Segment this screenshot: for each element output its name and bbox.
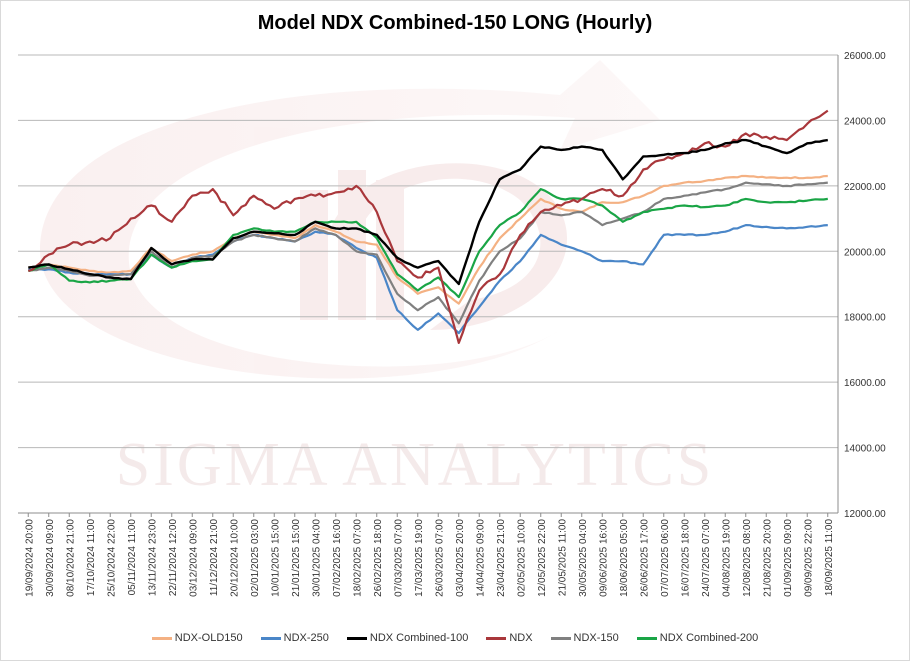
legend-item: NDX-OLD150: [151, 632, 243, 644]
x-tick-label: 23/04/2025 21:00: [496, 519, 507, 597]
legend-swatch: [346, 636, 367, 640]
y-tick-label: 14000.00: [844, 444, 886, 455]
series-line-ndx: [27, 109, 829, 344]
x-tick-label: 01/09/2025 09:00: [783, 519, 794, 597]
x-tick-label: 22/11/2024 12:00: [168, 519, 179, 597]
legend-swatch: [550, 636, 571, 640]
x-tick-label: 25/10/2024 22:00: [106, 519, 117, 597]
x-tick-label: 07/07/2025 06:00: [660, 519, 671, 597]
x-tick-label: 17/03/2025 19:00: [414, 519, 425, 597]
chart-legend: NDX-OLD150 NDX-250 NDX Combined-100 NDX NDX-…: [0, 632, 910, 644]
x-tick-label: 09/06/2025 16:00: [598, 519, 609, 597]
legend-item: NDX-250: [260, 632, 329, 644]
legend-item: NDX Combined-100: [346, 632, 469, 644]
x-tick-label: 16/07/2025 18:00: [680, 519, 691, 597]
x-tick-label: 13/11/2024 23:00: [147, 519, 158, 597]
y-tick-label: 12000.00: [844, 509, 886, 520]
legend-label: NDX-OLD150: [174, 632, 243, 644]
x-tick-label: 17/10/2024 11:00: [86, 519, 97, 597]
x-axis: 19/09/2024 20:00 30/09/2024 09:00 08/10/20…: [24, 513, 835, 597]
x-tick-label: 21/08/2025 20:00: [762, 519, 773, 597]
legend-swatch: [636, 636, 657, 640]
chart-title: Model NDX Combined-150 LONG (Hourly): [257, 12, 653, 34]
x-tick-label: 03/12/2024 09:00: [188, 519, 199, 597]
x-tick-label: 07/03/2025 07:00: [393, 519, 404, 597]
y-axis: 26000.00 24000.00 22000.00 20000.00 18000.00…: [18, 51, 886, 520]
legend-swatch: [486, 636, 507, 640]
y-tick-label: 20000.00: [844, 247, 886, 258]
x-tick-label: 24/07/2025 07:00: [701, 519, 712, 597]
legend-label: NDX-250: [283, 632, 329, 644]
y-tick-label: 26000.00: [844, 51, 886, 62]
x-tick-label: 21/05/2025 11:00: [557, 519, 568, 597]
y-tick-label: 18000.00: [844, 313, 886, 324]
x-tick-label: 05/11/2024 11:00: [127, 519, 138, 596]
x-tick-label: 09/09/2025 22:00: [803, 519, 814, 597]
grid-lines: [18, 54, 838, 514]
x-tick-label: 30/01/2025 04:00: [311, 519, 322, 597]
series-line-ndx-combined-200: [28, 188, 828, 299]
legend-label: NDX Combined-200: [659, 632, 759, 644]
x-tick-label: 07/02/2025 16:00: [332, 519, 343, 597]
x-tick-label: 08/10/2024 21:00: [65, 519, 76, 597]
x-tick-label: 26/03/2025 07:00: [434, 519, 445, 597]
x-tick-label: 18/06/2025 05:00: [619, 519, 630, 597]
y-tick-label: 22000.00: [844, 182, 886, 193]
x-tick-label: 18/09/2025 11:00: [824, 519, 835, 597]
watermark-text: SIGMA ANALYTICS: [116, 431, 715, 499]
legend-item: NDX-150: [550, 632, 619, 644]
x-tick-label: 12/05/2025 22:00: [537, 519, 548, 597]
watermark-logo: SIGMA ANALYTICS: [40, 60, 715, 499]
x-tick-label: 26/06/2025 17:00: [639, 519, 650, 597]
x-tick-label: 10/01/2025 15:00: [270, 519, 281, 597]
y-tick-label: 24000.00: [844, 116, 886, 127]
legend-swatch: [260, 636, 281, 640]
x-tick-label: 04/08/2025 19:00: [721, 519, 732, 597]
legend-label: NDX Combined-100: [369, 632, 469, 644]
series-layer: [27, 109, 829, 344]
series-line-ndx-150: [28, 181, 828, 325]
y-tick-label: 16000.00: [844, 378, 886, 389]
legend-item: NDX Combined-200: [636, 632, 759, 644]
x-tick-label: 30/05/2025 04:00: [578, 519, 589, 597]
x-tick-label: 19/09/2024 20:00: [24, 519, 35, 597]
series-line-ndx-combined-100: [28, 138, 828, 286]
x-tick-label: 30/09/2024 09:00: [45, 519, 56, 597]
x-tick-label: 11/12/2024 21:00: [209, 519, 220, 597]
x-tick-label: 02/01/2025 03:00: [250, 519, 261, 597]
x-tick-label: 02/05/2025 10:00: [516, 519, 527, 597]
x-tick-label: 21/01/2025 15:00: [291, 519, 302, 597]
x-tick-label: 18/02/2025 07:00: [352, 519, 363, 597]
x-tick-label: 12/08/2025 08:00: [742, 519, 753, 597]
x-tick-label: 26/02/2025 18:00: [373, 519, 384, 597]
x-tick-label: 20/12/2024 10:00: [229, 519, 240, 597]
legend-label: NDX-150: [573, 632, 619, 644]
legend-label: NDX: [509, 632, 533, 644]
legend-item: NDX: [486, 632, 533, 644]
x-tick-label: 03/04/2025 20:00: [455, 519, 466, 597]
x-tick-label: 14/04/2025 09:00: [475, 519, 486, 597]
legend-swatch: [151, 636, 172, 640]
series-line-ndx-old150: [28, 174, 828, 305]
